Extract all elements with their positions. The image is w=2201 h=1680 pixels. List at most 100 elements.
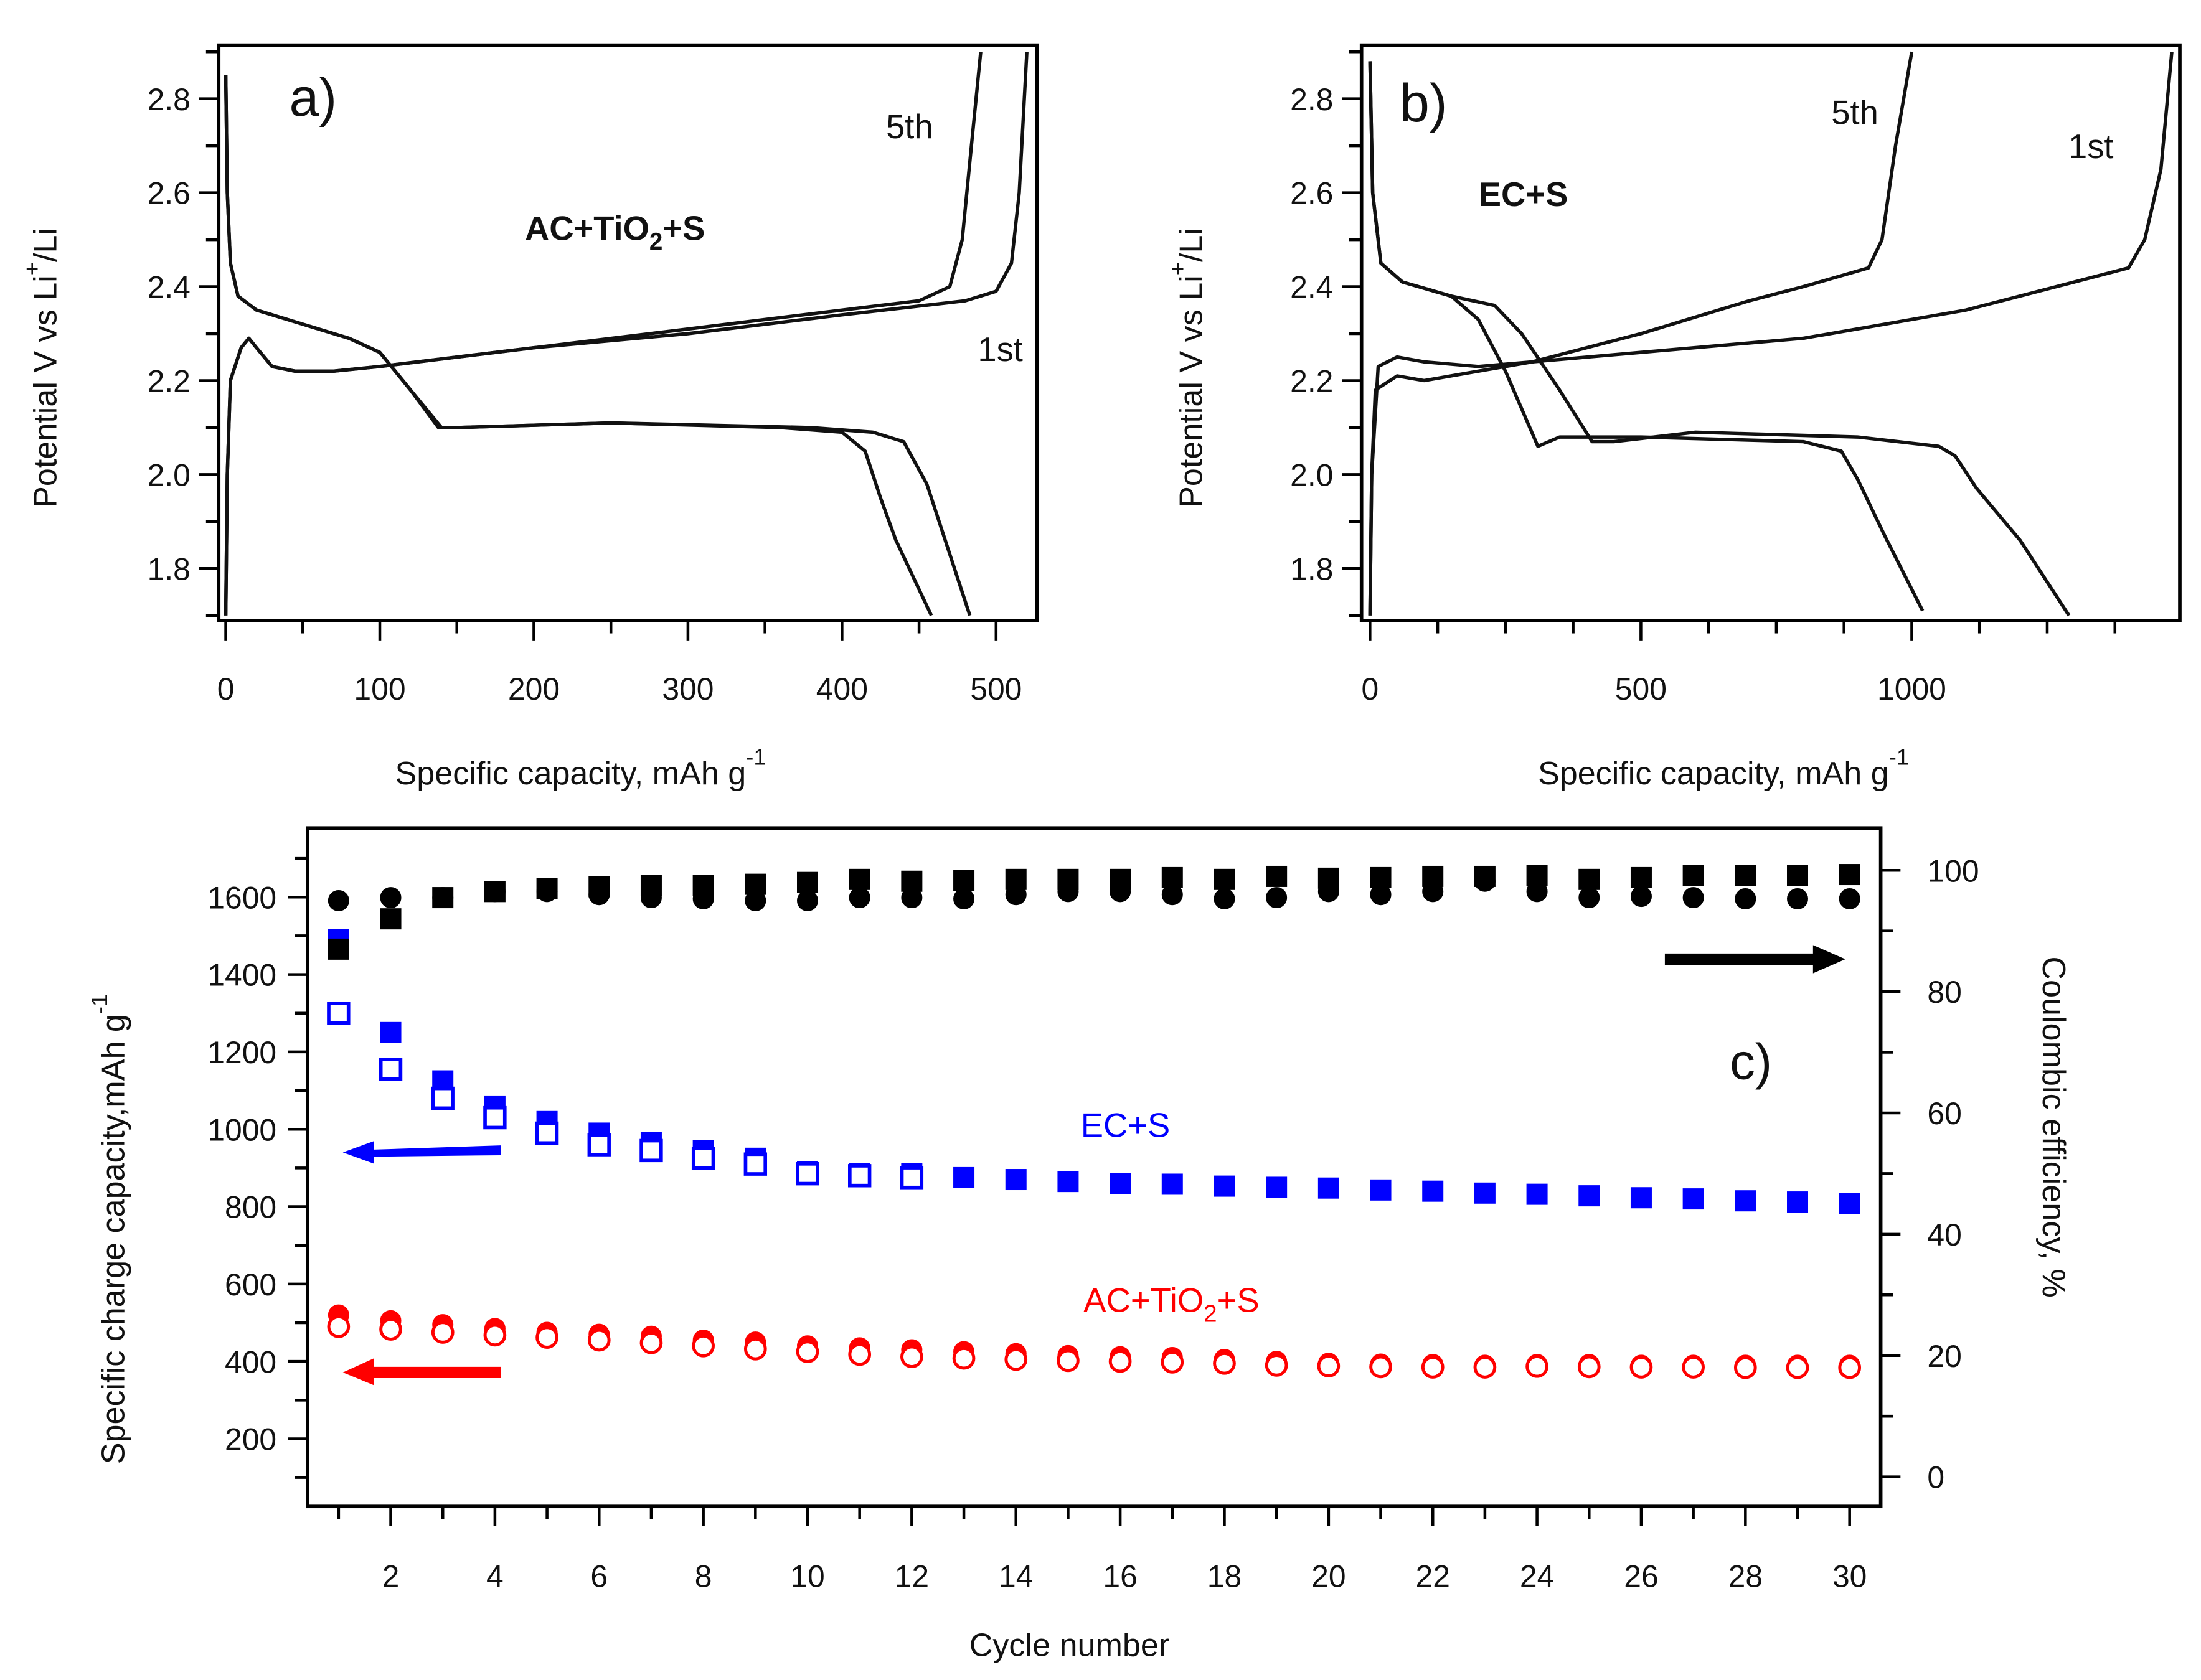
data-point-AC+TiO2+S-discharge <box>1213 1351 1236 1375</box>
data-point-EC+S-coulombic-efficiency <box>953 870 975 891</box>
arrow-left-red-icon <box>342 1358 501 1386</box>
data-point-AC+TiO2+S-discharge <box>1629 1356 1653 1379</box>
data-point-EC+S-charge <box>1110 1173 1131 1194</box>
data-point-EC+S-charge <box>1578 1185 1600 1207</box>
data-point-AC+TiO2+S-coulombic-efficiency <box>1057 881 1079 903</box>
x-axis-label: Specific capacity, mAh g-1 <box>395 744 766 792</box>
data-point-AC+TiO2+S-coulombic-efficiency <box>1370 884 1392 906</box>
data-point-EC+S-discharge <box>535 1121 559 1145</box>
data-point-AC+TiO2+S-discharge <box>1057 1349 1080 1373</box>
data-point-EC+S-charge <box>1005 1169 1027 1191</box>
x-tick-label: 100 <box>354 672 405 706</box>
data-point-EC+S-discharge <box>327 1002 351 1025</box>
y-axis-label: Potential V vs Li+/Li <box>1164 228 1209 508</box>
data-point-AC+TiO2+S-coulombic-efficiency <box>745 889 766 911</box>
x-tick-label: 16 <box>1103 1559 1137 1593</box>
y2-tick-label: 20 <box>1927 1339 1961 1374</box>
data-point-AC+TiO2+S-discharge <box>1317 1354 1341 1377</box>
y-tick-label: 2.0 <box>148 458 191 493</box>
x-tick-label: 2 <box>382 1559 400 1593</box>
data-point-AC+TiO2+S-coulombic-efficiency <box>588 884 610 906</box>
curve-label-1st: 1st <box>2068 128 2114 166</box>
y-axis-label: Specific charge capacity,mAh g-1 <box>87 994 131 1464</box>
data-point-AC+TiO2+S-discharge <box>535 1326 558 1349</box>
data-point-AC+TiO2+S-coulombic-efficiency <box>849 887 870 909</box>
data-point-EC+S-charge <box>1839 1193 1860 1214</box>
x-tick-label: 0 <box>1361 672 1379 706</box>
data-point-AC+TiO2+S-coulombic-efficiency <box>1578 887 1600 909</box>
data-point-EC+S-charge <box>1630 1187 1652 1209</box>
data-point-EC+S-coulombic-efficiency <box>1266 865 1288 887</box>
data-point-AC+TiO2+S-discharge <box>1525 1354 1548 1378</box>
data-point-EC+S-charge <box>1317 1177 1339 1199</box>
data-point-EC+S-coulombic-efficiency <box>1839 864 1860 886</box>
curve-5th-discharge <box>1368 61 1925 612</box>
x-tick-label: 28 <box>1728 1559 1763 1593</box>
sample-annotation: AC+TiO2+S <box>525 209 705 255</box>
data-point-EC+S-discharge <box>483 1105 507 1130</box>
y-tick-label: 1200 <box>207 1035 276 1070</box>
data-point-EC+S-coulombic-efficiency <box>1214 868 1235 890</box>
data-point-AC+TiO2+S-coulombic-efficiency <box>1787 888 1809 910</box>
y-tick-label: 2.8 <box>1290 82 1333 117</box>
y2-tick-label: 60 <box>1927 1096 1961 1131</box>
y-tick-label: 400 <box>225 1344 276 1379</box>
x-tick-label: 26 <box>1624 1559 1658 1593</box>
x-axis-label: Specific capacity, mAh g-1 <box>1538 744 1909 792</box>
x-tick-label: 0 <box>217 672 235 706</box>
data-point-AC+TiO2+S-coulombic-efficiency <box>484 881 506 903</box>
data-point-AC+TiO2+S-discharge <box>1369 1355 1392 1379</box>
data-point-EC+S-discharge <box>796 1162 819 1186</box>
x-tick-label: 18 <box>1207 1559 1242 1593</box>
data-point-AC+TiO2+S-discharge <box>1421 1356 1445 1379</box>
data-point-AC+TiO2+S-coulombic-efficiency <box>1005 884 1027 906</box>
data-point-EC+S-discharge <box>900 1166 924 1190</box>
y2-tick-label: 80 <box>1927 975 1961 1010</box>
data-point-AC+TiO2+S-coulombic-efficiency <box>1839 888 1860 910</box>
data-point-AC+TiO2+S-discharge <box>483 1323 507 1347</box>
x-tick-label: 500 <box>970 672 1022 706</box>
data-point-AC+TiO2+S-coulombic-efficiency <box>1317 881 1339 903</box>
y-tick-label: 2.6 <box>1290 176 1333 211</box>
y-axis-label: Potential V vs Li+/Li <box>19 228 64 508</box>
panel-a: a) AC+TiO2+S 5th 1st Specific capacity, … <box>19 43 1039 792</box>
ac-series-label: AC+TiO2+S <box>1083 1281 1259 1327</box>
data-point-AC+TiO2+S-coulombic-efficiency <box>1735 888 1756 910</box>
y-tick-label: 1.8 <box>1290 551 1333 586</box>
arrow-right-black-icon <box>1664 945 1845 974</box>
data-point-EC+S-charge <box>1161 1173 1183 1195</box>
data-point-EC+S-discharge <box>379 1058 403 1081</box>
data-point-AC+TiO2+S-coulombic-efficiency <box>536 881 558 903</box>
data-point-AC+TiO2+S-discharge <box>327 1315 351 1338</box>
data-point-EC+S-discharge <box>847 1164 872 1188</box>
data-point-AC+TiO2+S-coulombic-efficiency <box>380 887 402 909</box>
data-point-EC+S-charge <box>1370 1179 1392 1201</box>
data-point-AC+TiO2+S-discharge <box>1786 1356 1809 1379</box>
curve-1st-discharge <box>1368 61 2071 617</box>
data-point-AC+TiO2+S-discharge <box>1682 1356 1705 1379</box>
x-tick-label: 200 <box>508 672 560 706</box>
y2-tick-label: 100 <box>1927 853 1979 888</box>
ec-series-label: EC+S <box>1081 1106 1171 1144</box>
y-tick-label: 2.8 <box>148 82 191 117</box>
y-tick-label: 1600 <box>207 880 276 915</box>
data-point-EC+S-charge <box>1214 1175 1235 1197</box>
data-point-EC+S-discharge <box>639 1138 663 1163</box>
data-point-EC+S-charge <box>1422 1180 1444 1202</box>
data-point-EC+S-charge <box>1057 1171 1079 1193</box>
plot-frame <box>1359 43 2182 622</box>
data-point-EC+S-coulombic-efficiency <box>1682 865 1704 886</box>
data-point-EC+S-coulombic-efficiency <box>1735 865 1756 886</box>
data-point-AC+TiO2+S-coulombic-efficiency <box>328 889 349 911</box>
curve-1st-discharge <box>224 75 972 616</box>
data-point-EC+S-charge <box>1735 1190 1756 1212</box>
arrow-left-blue-icon <box>342 1141 501 1164</box>
x-tick-label: 6 <box>590 1559 608 1593</box>
data-point-AC+TiO2+S-coulombic-efficiency <box>692 888 714 910</box>
y-tick-label: 2.0 <box>1290 458 1333 493</box>
x-tick-label: 24 <box>1520 1559 1554 1593</box>
data-point-AC+TiO2+S-coulombic-efficiency <box>953 888 975 910</box>
curve-5th-discharge <box>224 75 933 616</box>
x-tick-label: 30 <box>1832 1559 1867 1593</box>
